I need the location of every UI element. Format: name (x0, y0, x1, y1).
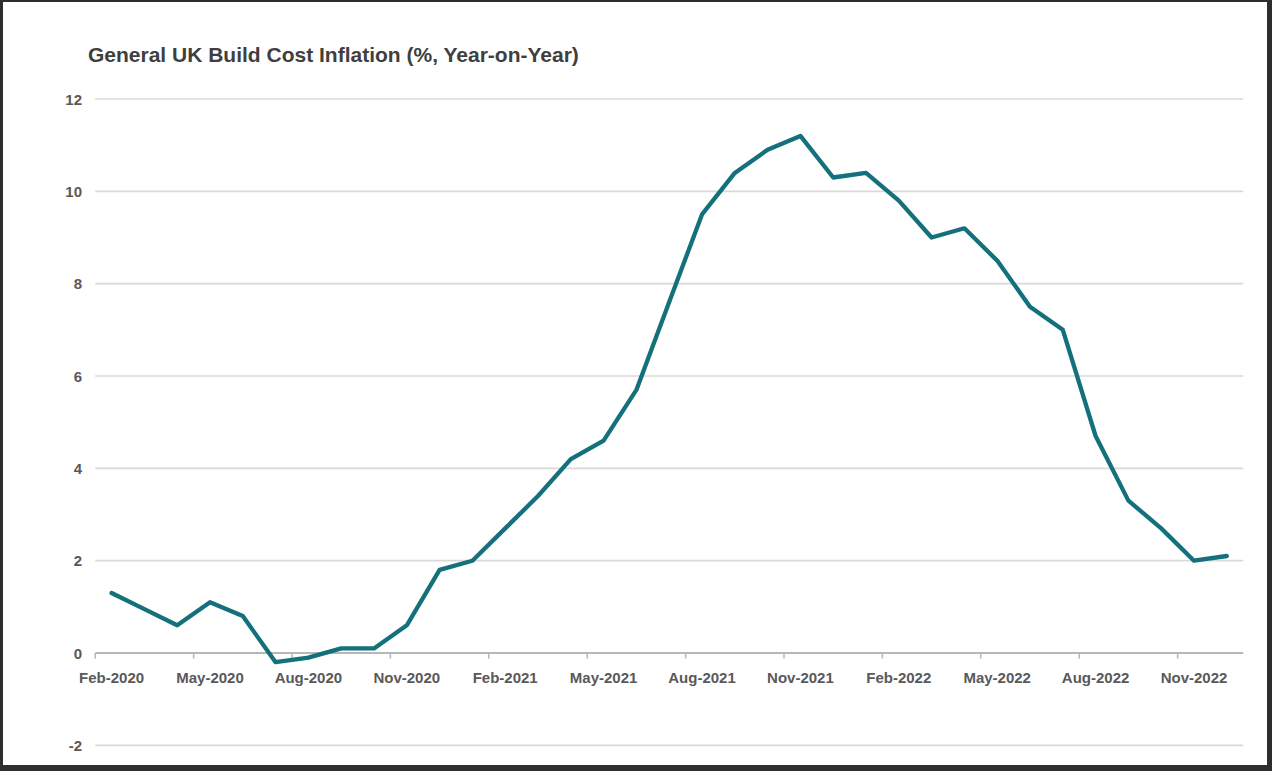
y-tick-label: 8 (74, 275, 82, 292)
x-tick-label: May-2020 (176, 669, 244, 686)
y-tick-label: 6 (74, 368, 82, 385)
inflation-line-series (112, 136, 1227, 662)
y-tick-label: 12 (65, 91, 82, 108)
x-tick-label: Nov-2022 (1161, 669, 1228, 686)
x-tick-label: Aug-2022 (1062, 669, 1130, 686)
x-tick-label: May-2022 (963, 669, 1031, 686)
x-tick-label: Nov-2020 (373, 669, 440, 686)
x-tick-label: Aug-2021 (668, 669, 736, 686)
x-tick-label: Aug-2020 (275, 669, 343, 686)
y-tick-label: -2 (69, 737, 82, 754)
x-tick-label: Feb-2022 (866, 669, 931, 686)
y-tick-label: 10 (65, 183, 82, 200)
line-chart: 12 10 8 6 4 2 0 -2 Feb-2020 May-2020 Aug-2020 Nov-2… (3, 2, 1272, 771)
x-tick-label: Feb-2021 (473, 669, 538, 686)
x-tick-label: Feb-2020 (79, 669, 144, 686)
chart-window: General UK Build Cost Inflation (%, Year… (0, 0, 1272, 771)
y-tick-label: 0 (74, 645, 82, 662)
x-tick-label: May-2021 (570, 669, 638, 686)
y-tick-label: 4 (74, 460, 83, 477)
x-tick-label: Nov-2021 (767, 669, 834, 686)
y-tick-label: 2 (74, 552, 82, 569)
